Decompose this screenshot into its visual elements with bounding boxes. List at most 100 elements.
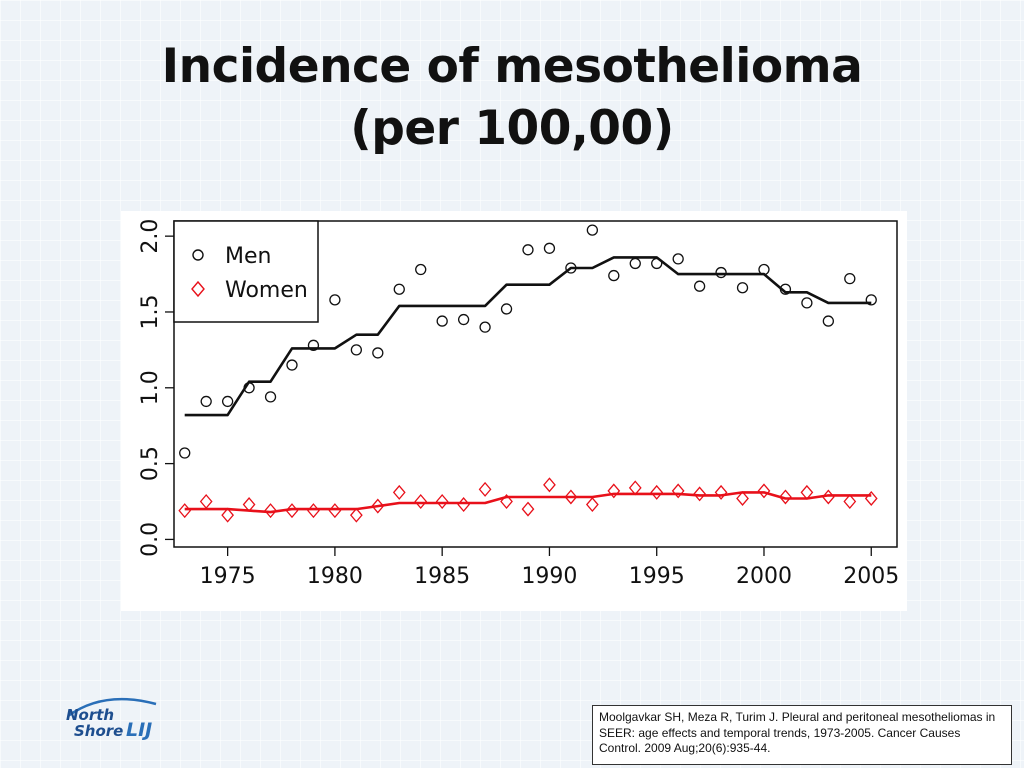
men-data-point [522,244,534,256]
men-data-point [286,359,298,371]
men-fit-line-group [184,256,872,417]
women-data-point [264,503,277,519]
women-data-point [457,497,471,513]
women-data-point [521,501,535,517]
logo-shore-text: Shore [74,722,123,740]
citation-box: Moolgavkar SH, Meza R, Turim J. Pleural … [592,705,1012,765]
men-data-point [372,347,384,359]
men-data-point [543,242,556,254]
men-data-point [350,344,363,356]
men-data-point [500,303,513,315]
y-axis: 0.0 0.5 1.0 1.5 2.0 [138,219,174,557]
men-data-point [221,395,234,408]
men-data-point [608,269,620,282]
slide-title: Incidence of mesothelioma (per 100,00) [0,36,1024,160]
men-data-point [822,315,834,327]
women-data-point [628,480,642,496]
men-data-point [736,282,749,294]
women-data-point [307,503,320,519]
title-line-1: Incidence of mesothelioma [161,39,863,94]
legend-women-label: Women [225,278,308,303]
men-data-point [179,447,191,459]
women-data-point [800,484,814,500]
women-data-point [864,490,878,506]
men-data-point [586,224,599,236]
men-data-point [779,283,792,295]
logo-north-text: North [66,706,114,724]
north-shore-lij-logo: North Shore LIJ [64,696,174,746]
women-data-point [199,494,213,510]
men-data-point [307,339,320,351]
incidence-chart: 1975 1980 1985 1990 1995 2000 2005 0.0 0.5 1.0 1.… [138,219,899,589]
x-tick-label: 2005 [843,564,899,589]
plot-frame [173,220,898,548]
y-tick-label: 1.5 [138,294,163,329]
men-data-point [479,321,491,333]
women-data-point [693,486,707,502]
legend: Men Women [173,220,319,323]
women-fit-line [184,491,872,514]
men-data-point [715,266,727,279]
women-data-point [478,481,492,497]
legend-women-marker [191,280,205,298]
men-data-point [693,280,706,292]
men-data-point [329,294,341,306]
women-data-point [349,507,363,523]
women-data-point [671,483,685,499]
women-data-point [736,490,749,506]
men-data-point [801,297,813,309]
men-data-point [457,313,470,326]
women-data-point [821,489,835,505]
men-data-point [865,294,877,306]
x-tick-label: 1985 [414,564,470,589]
women-data-point [435,494,449,510]
x-axis: 1975 1980 1985 1990 1995 2000 2005 [200,547,899,589]
y-tick-label: 0.0 [138,522,163,557]
men-data-point [415,263,427,276]
women-data-point [178,503,192,519]
men-fit-line [184,256,872,417]
men-data-point [243,382,255,394]
x-tick-label: 1980 [307,564,363,589]
men-data-point [436,315,448,327]
logo-lij-text: LIJ [126,719,152,741]
women-data-point [757,483,771,499]
men-data-point [651,257,663,270]
men-points-group [179,224,877,459]
men-data-point [672,253,684,265]
legend-men-marker [192,249,204,261]
women-data-point [543,477,556,493]
men-data-point [393,283,405,295]
women-fit-line-group [184,491,872,514]
x-tick-label: 1990 [521,564,577,589]
women-data-point [564,489,578,505]
men-data-point [565,262,577,274]
x-tick-label: 1995 [629,564,685,589]
women-data-point [714,484,728,500]
legend-men-label: Men [225,244,271,269]
men-data-point [264,391,277,403]
y-tick-label: 0.5 [138,446,163,481]
women-data-point [242,497,256,513]
women-data-point [779,489,792,505]
women-data-point [392,484,406,500]
women-data-point [500,494,513,510]
y-tick-label: 2.0 [138,219,163,254]
women-data-point [285,503,299,519]
x-tick-label: 1975 [200,564,256,589]
women-data-point [585,497,599,513]
women-data-point [650,484,664,500]
x-tick-label: 2000 [736,564,792,589]
women-data-point [414,494,428,510]
men-data-point [629,257,641,270]
legend-box [173,220,319,323]
men-data-point [200,395,212,408]
title-line-2: (per 100,00) [350,101,674,156]
women-points-group [178,477,878,523]
men-data-point [844,272,856,285]
women-data-point [607,483,621,499]
women-data-point [371,498,385,514]
chart-panel: 1975 1980 1985 1990 1995 2000 2005 0.0 0.5 1.0 1.… [121,211,907,611]
women-data-point [328,503,342,519]
y-tick-label: 1.0 [138,370,163,405]
